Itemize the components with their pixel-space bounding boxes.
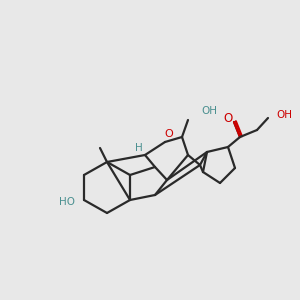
Text: O: O bbox=[224, 112, 232, 125]
Text: OH: OH bbox=[276, 110, 292, 120]
Text: H: H bbox=[135, 143, 143, 153]
Text: O: O bbox=[165, 129, 173, 139]
Text: OH: OH bbox=[201, 106, 217, 116]
Text: HO: HO bbox=[59, 197, 75, 207]
